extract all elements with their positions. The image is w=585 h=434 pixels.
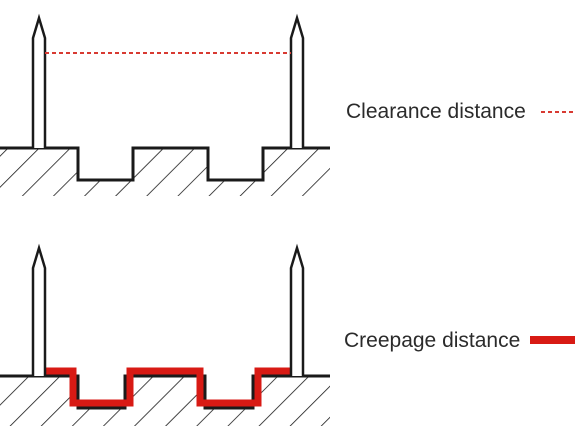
legend-creepage: Creepage distance bbox=[344, 329, 575, 352]
surface-hatching bbox=[0, 376, 330, 426]
creepage-panel bbox=[0, 243, 330, 426]
right-conductor-pin bbox=[289, 13, 305, 148]
legend-clearance-label: Clearance distance bbox=[346, 100, 526, 123]
right-conductor-pin bbox=[289, 243, 305, 376]
creepage-path-line bbox=[45, 367, 291, 407]
clearance-panel bbox=[0, 13, 330, 196]
left-conductor-pin bbox=[31, 243, 47, 376]
legend-clearance: Clearance distance bbox=[346, 100, 576, 123]
surface-hatching bbox=[0, 148, 330, 196]
insulation-surface-outline bbox=[0, 374, 330, 410]
legend-creepage-label: Creepage distance bbox=[344, 329, 520, 352]
insulation-surface-outline bbox=[0, 146, 330, 182]
left-conductor-pin bbox=[31, 13, 47, 148]
